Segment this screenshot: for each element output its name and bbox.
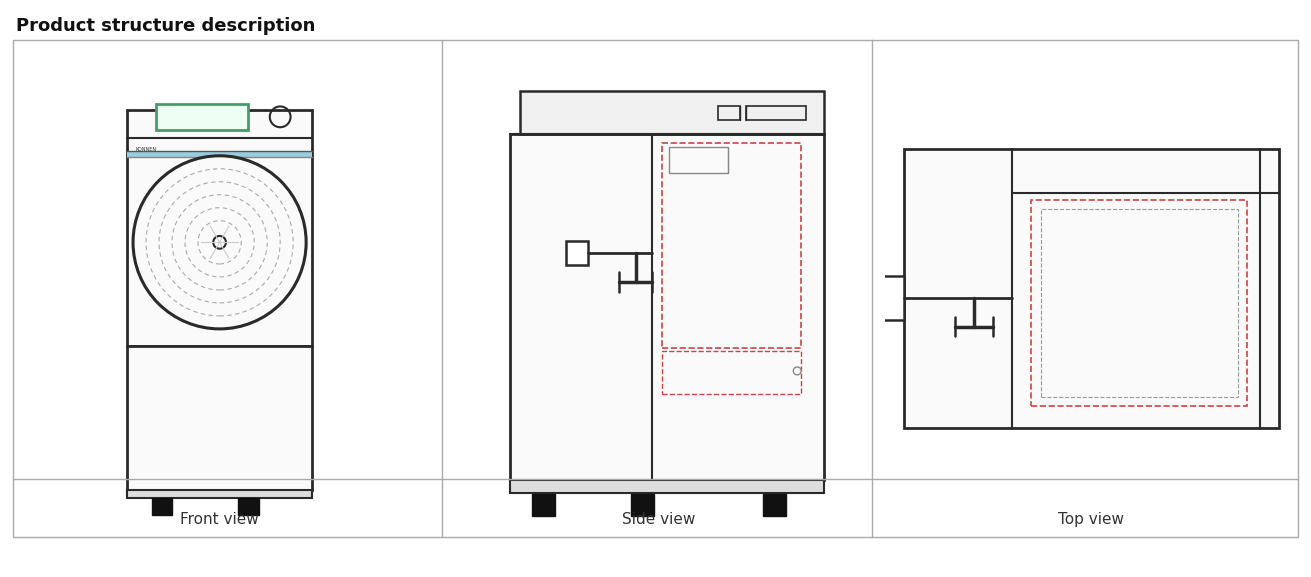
Text: Side view: Side view xyxy=(623,512,695,527)
Bar xyxy=(662,351,801,394)
Text: Product structure description: Product structure description xyxy=(16,17,315,35)
Bar xyxy=(127,489,312,497)
Bar xyxy=(127,346,312,490)
Bar xyxy=(156,104,249,130)
Text: KONNEN: KONNEN xyxy=(136,147,157,152)
Bar xyxy=(510,479,823,493)
Bar xyxy=(510,133,823,479)
Bar xyxy=(127,110,312,346)
Bar xyxy=(763,493,785,516)
Bar xyxy=(905,149,1278,428)
Text: Top view: Top view xyxy=(1058,512,1125,527)
Circle shape xyxy=(214,236,225,249)
Bar xyxy=(520,91,823,133)
Bar xyxy=(239,498,258,515)
Bar xyxy=(532,493,555,516)
Bar xyxy=(1041,209,1238,396)
Bar xyxy=(127,151,312,157)
Bar xyxy=(662,144,801,348)
Circle shape xyxy=(132,156,307,329)
Bar xyxy=(746,106,805,121)
Bar xyxy=(566,241,587,265)
Bar xyxy=(669,147,728,173)
Bar xyxy=(718,106,739,121)
Bar xyxy=(1030,200,1247,406)
Bar xyxy=(152,498,172,515)
Bar xyxy=(631,493,654,516)
Bar xyxy=(876,276,905,320)
Text: Front view: Front view xyxy=(180,512,260,527)
